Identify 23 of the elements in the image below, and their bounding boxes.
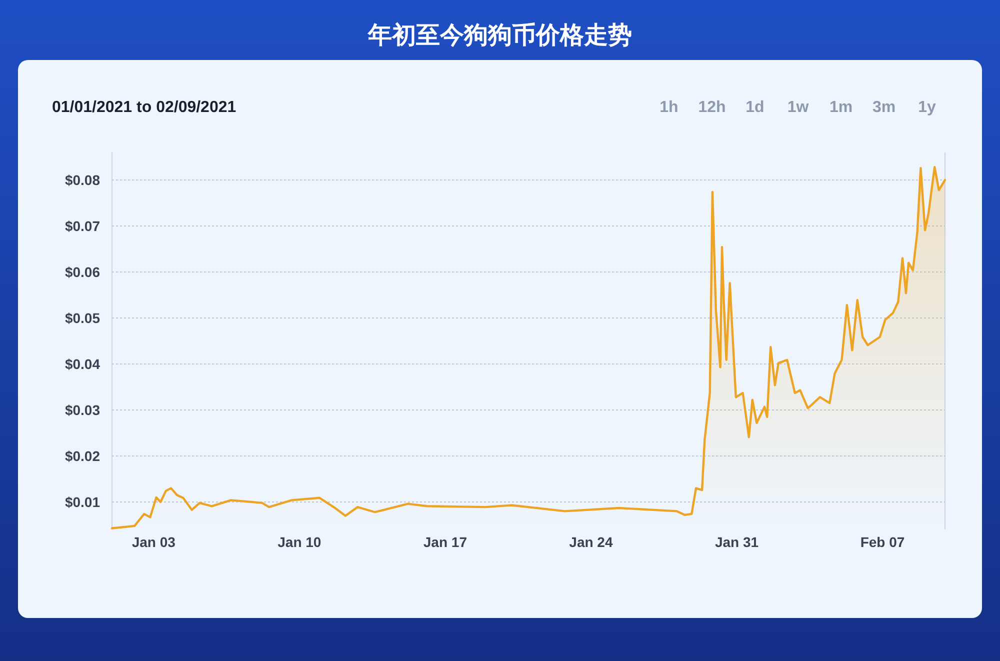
y-tick-label: $0.08: [64, 172, 100, 188]
x-tick-label: Jan 24: [569, 534, 613, 550]
text: 1d: [746, 99, 764, 116]
y-tick-label: $0.04: [64, 356, 100, 372]
y-tick-label: $0.07: [64, 218, 100, 234]
text: 12h: [698, 99, 726, 116]
y-tick-label: $0.03: [64, 402, 100, 418]
chart-title: 年初至今狗狗币价格走势: [367, 22, 632, 49]
text: 3m: [872, 99, 896, 116]
y-tick-label: $0.02: [64, 448, 100, 464]
text: 1h: [660, 99, 678, 116]
x-tick-label: Jan 17: [423, 534, 468, 550]
text: 1m: [829, 99, 853, 116]
x-tick-label: Feb 07: [860, 534, 905, 550]
x-tick-label: Jan 31: [714, 534, 759, 550]
y-tick-label: $0.06: [64, 264, 100, 280]
x-tick-label: Jan 03: [132, 534, 176, 550]
y-tick-label: $0.01: [64, 494, 100, 510]
text: 1w: [787, 99, 810, 116]
y-tick-label: $0.05: [64, 310, 100, 326]
chart-subtitle: 01/01/2021 to 02/09/2021: [52, 99, 236, 116]
text: 1y: [918, 99, 936, 116]
x-tick-label: Jan 10: [278, 534, 322, 550]
